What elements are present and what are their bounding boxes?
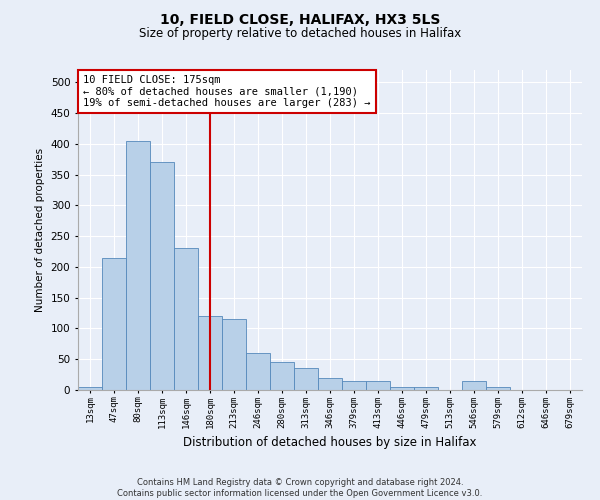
Bar [222,319,246,390]
Bar [366,381,390,390]
Y-axis label: Number of detached properties: Number of detached properties [35,148,45,312]
Bar [198,316,222,390]
Bar [486,387,510,390]
Bar [102,258,126,390]
Bar [126,141,150,390]
Bar [246,353,270,390]
Bar [270,362,294,390]
Bar [78,387,102,390]
Bar [462,381,486,390]
Text: Contains HM Land Registry data © Crown copyright and database right 2024.
Contai: Contains HM Land Registry data © Crown c… [118,478,482,498]
Bar [342,381,366,390]
Bar [150,162,174,390]
Text: Size of property relative to detached houses in Halifax: Size of property relative to detached ho… [139,28,461,40]
Bar [318,378,342,390]
X-axis label: Distribution of detached houses by size in Halifax: Distribution of detached houses by size … [183,436,477,449]
Bar [414,387,438,390]
Text: 10 FIELD CLOSE: 175sqm
← 80% of detached houses are smaller (1,190)
19% of semi-: 10 FIELD CLOSE: 175sqm ← 80% of detached… [83,75,371,108]
Text: 10, FIELD CLOSE, HALIFAX, HX3 5LS: 10, FIELD CLOSE, HALIFAX, HX3 5LS [160,12,440,26]
Bar [390,387,414,390]
Bar [174,248,198,390]
Bar [294,368,318,390]
